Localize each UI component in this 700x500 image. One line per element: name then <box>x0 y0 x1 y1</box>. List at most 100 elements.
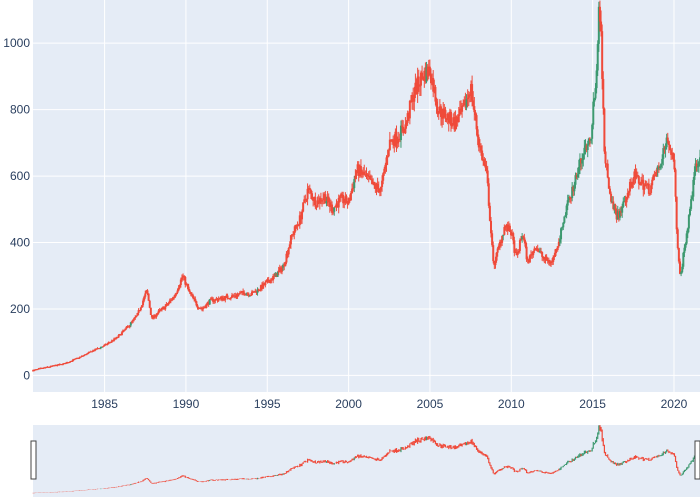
candle-body <box>182 276 185 278</box>
candle-body <box>281 267 284 272</box>
candle-body <box>540 251 543 253</box>
candle-body <box>693 172 696 180</box>
candle-body <box>563 216 566 223</box>
rangeslider-area[interactable] <box>33 425 700 497</box>
candle-body <box>501 235 504 243</box>
candle-body <box>301 211 304 220</box>
candle-body <box>643 185 646 190</box>
candle-body <box>45 366 48 368</box>
candle-body <box>266 279 269 282</box>
candle-body <box>594 88 597 99</box>
candle-body <box>307 187 310 189</box>
y-tick-label: 600 <box>10 169 30 183</box>
y-axis-ticks: 0 200 400 600 800 1000 <box>3 36 30 382</box>
candle-body <box>349 193 352 201</box>
candle-body <box>417 76 420 86</box>
candle-body <box>506 224 509 232</box>
candle-body <box>328 202 331 207</box>
candle-body <box>220 296 223 300</box>
candle-body <box>34 369 37 371</box>
candle-body <box>485 167 488 171</box>
candle-body <box>194 298 197 302</box>
candle-body <box>640 181 643 185</box>
candle-body <box>403 131 406 134</box>
candle-body <box>391 139 394 142</box>
candle-body <box>684 243 687 248</box>
candle-body <box>98 348 101 350</box>
candle-body <box>114 338 117 340</box>
candle-body <box>588 138 591 141</box>
candle-body <box>358 166 361 176</box>
candle-body <box>697 162 700 167</box>
x-tick-label: 2015 <box>579 397 606 411</box>
candle-body <box>606 163 609 178</box>
candle-body <box>219 296 222 298</box>
candle-body <box>522 236 525 238</box>
candle-body <box>628 181 631 192</box>
candle-body <box>572 186 575 192</box>
candle-body <box>398 138 401 141</box>
candle-body <box>305 199 308 201</box>
candle-body <box>635 174 638 179</box>
candle-body <box>139 307 142 311</box>
rangeslider-right-handle[interactable] <box>694 440 700 480</box>
candle-body <box>621 206 624 213</box>
candle-body <box>645 184 648 186</box>
candle-body <box>279 267 282 272</box>
candle-body <box>503 227 506 235</box>
candle-body <box>118 334 121 336</box>
candle-body <box>47 366 50 368</box>
candle-body <box>56 364 59 366</box>
candle-body <box>117 335 120 338</box>
candle-body <box>255 290 258 293</box>
candle-body <box>59 364 62 366</box>
candle-body <box>75 358 78 360</box>
candle-body <box>282 264 285 268</box>
candle-body <box>694 163 697 173</box>
candle-body <box>169 299 172 301</box>
candle-body <box>178 285 181 288</box>
candle-body <box>297 224 300 226</box>
candle-body <box>458 108 461 115</box>
candle-body <box>532 250 535 256</box>
candle-body <box>484 164 487 168</box>
candle-body <box>402 126 405 132</box>
candle-body <box>362 171 365 175</box>
candle-body <box>419 72 422 86</box>
candle-body <box>143 296 146 301</box>
candle-body <box>104 344 107 346</box>
candle-body <box>536 248 539 251</box>
candle-body <box>618 211 621 218</box>
candle-body <box>463 99 466 106</box>
candle-body <box>264 282 267 286</box>
candle-body <box>504 226 507 228</box>
candle-body <box>432 78 435 92</box>
x-tick-label: 2005 <box>417 397 444 411</box>
candle-body <box>152 317 155 319</box>
candle-body <box>634 171 637 179</box>
candle-body <box>658 166 661 168</box>
candle-body <box>198 308 201 310</box>
candle-body <box>125 326 128 329</box>
candle-body <box>43 367 46 369</box>
rangeslider-left-handle[interactable] <box>30 440 37 480</box>
candle-body <box>224 296 227 300</box>
candle-body <box>89 351 92 353</box>
candle-body <box>180 277 183 280</box>
candle-body <box>329 204 332 207</box>
candle-body <box>361 171 364 175</box>
candle-body <box>387 150 390 157</box>
candle-body <box>126 326 129 328</box>
candle-body <box>263 283 266 286</box>
candle-body <box>246 293 249 295</box>
candle-body <box>276 271 279 277</box>
candle-body <box>94 348 97 351</box>
candle-body <box>421 72 424 77</box>
candle-body <box>60 364 63 366</box>
candle-body <box>172 297 175 300</box>
candle-body <box>37 368 40 370</box>
candle-body <box>105 344 108 346</box>
candle-body <box>352 188 355 190</box>
candle-body <box>490 220 493 234</box>
candle-body <box>376 183 379 188</box>
